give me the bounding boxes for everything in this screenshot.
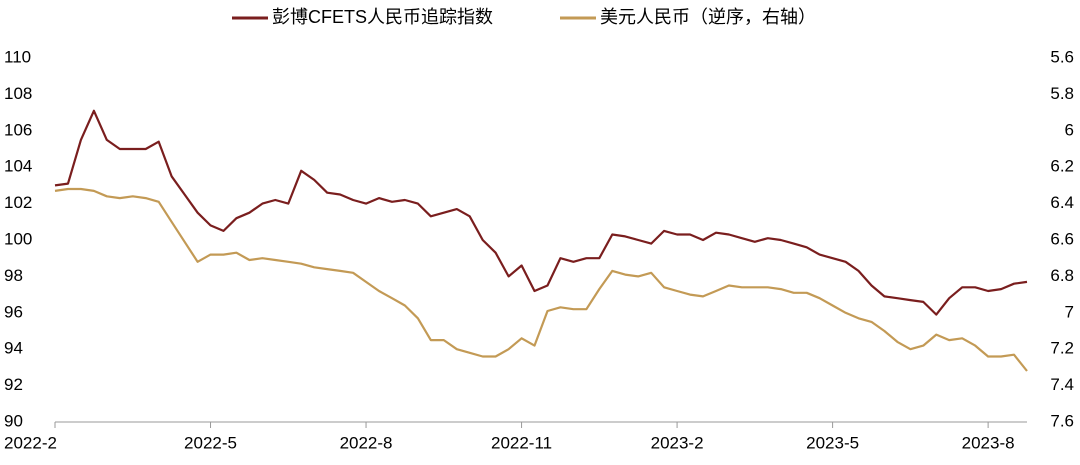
y2-tick-label: 5.8 xyxy=(1050,84,1074,103)
x-tick-label: 2023-5 xyxy=(806,433,859,452)
series-line xyxy=(54,109,1028,316)
x-tick-label: 2022-2 xyxy=(4,433,57,452)
y2-tick-label: 6.4 xyxy=(1050,193,1074,212)
y-tick-label: 98 xyxy=(4,266,23,285)
y-tick-label: 102 xyxy=(4,193,32,212)
series-line xyxy=(54,187,1028,372)
x-tick-label: 2022-5 xyxy=(184,433,237,452)
y-tick-label: 104 xyxy=(4,157,32,176)
y-tick-label: 100 xyxy=(4,229,32,248)
y-tick-label: 94 xyxy=(4,339,23,358)
y2-tick-label: 6 xyxy=(1065,120,1074,139)
y2-tick-label: 5.6 xyxy=(1050,47,1074,66)
legend-text: 彭博CFETS人民币追踪指数 xyxy=(272,7,493,27)
y2-tick-label: 7.4 xyxy=(1050,375,1074,394)
y-tick-label: 96 xyxy=(4,302,23,321)
x-tick-label: 2022-8 xyxy=(340,433,393,452)
y2-tick-label: 7 xyxy=(1065,302,1074,321)
y-tick-label: 90 xyxy=(4,411,23,430)
y-tick-label: 106 xyxy=(4,120,32,139)
y2-tick-label: 6.2 xyxy=(1050,157,1074,176)
x-tick-label: 2023-8 xyxy=(962,433,1015,452)
x-tick-label: 2022-11 xyxy=(491,433,552,452)
y-tick-label: 92 xyxy=(4,375,23,394)
y-tick-label: 108 xyxy=(4,84,32,103)
legend-text: 美元人民币（逆序，右轴） xyxy=(600,7,816,27)
y2-tick-label: 7.2 xyxy=(1050,339,1074,358)
x-tick-label: 2023-2 xyxy=(651,433,704,452)
y2-tick-label: 7.6 xyxy=(1050,411,1074,430)
y2-tick-label: 6.6 xyxy=(1050,229,1074,248)
y-tick-label: 110 xyxy=(4,47,31,66)
y2-tick-label: 6.8 xyxy=(1050,266,1074,285)
